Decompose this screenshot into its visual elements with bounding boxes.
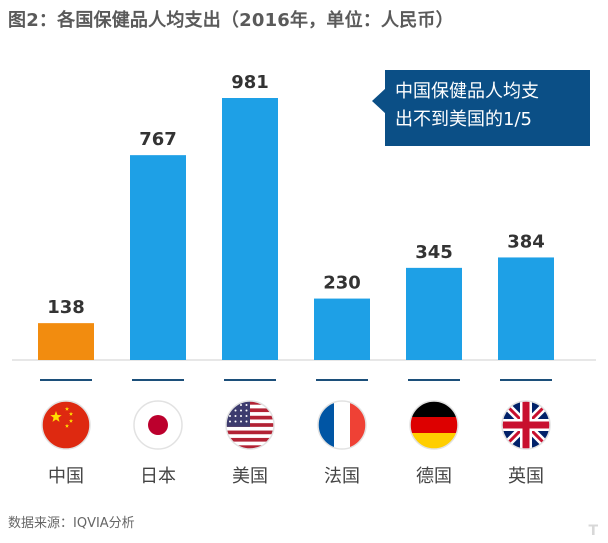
category-label: 美国 (232, 466, 268, 487)
bar-chart: 138 中国 767 日本 981 美国 230 法国 345 德国 384 英国 (12, 72, 596, 487)
bar-value-label: 345 (415, 242, 453, 263)
bar-3 (314, 298, 370, 360)
category-label: 英国 (508, 466, 544, 487)
bar-value-label: 981 (231, 72, 269, 93)
source-note: 数据来源：IQVIA分析 (8, 516, 135, 531)
watermark-logo: T (588, 523, 598, 539)
category-label: 德国 (416, 466, 452, 487)
callout-pointer (372, 88, 386, 114)
germany-flag-icon (409, 400, 459, 450)
bar-value-label: 230 (323, 273, 361, 294)
usa-flag-icon (225, 400, 275, 450)
japan-flag-icon (133, 400, 183, 450)
category-label: 法国 (324, 466, 360, 487)
annotation-callout: 中国保健品人均支 出不到美国的1/5 (385, 70, 590, 146)
bar-value-label: 384 (507, 231, 545, 252)
callout-line-1: 中国保健品人均支 (395, 81, 539, 102)
bar-5 (498, 257, 554, 360)
bar-value-label: 767 (139, 129, 177, 150)
bar-value-label: 138 (47, 297, 85, 318)
category-label: 中国 (48, 466, 84, 487)
bar-2 (222, 98, 278, 360)
chart-title: 图2：各国保健品人均支出（2016年，单位：人民币） (8, 10, 454, 31)
category-label: 日本 (140, 466, 176, 487)
bar-0 (38, 323, 94, 360)
callout-line-2: 出不到美国的1/5 (395, 109, 532, 130)
uk-flag-icon (501, 400, 551, 450)
bar-4 (406, 267, 462, 360)
bar-1 (130, 155, 186, 360)
china-flag-icon (41, 400, 91, 450)
france-flag-icon (317, 400, 367, 450)
